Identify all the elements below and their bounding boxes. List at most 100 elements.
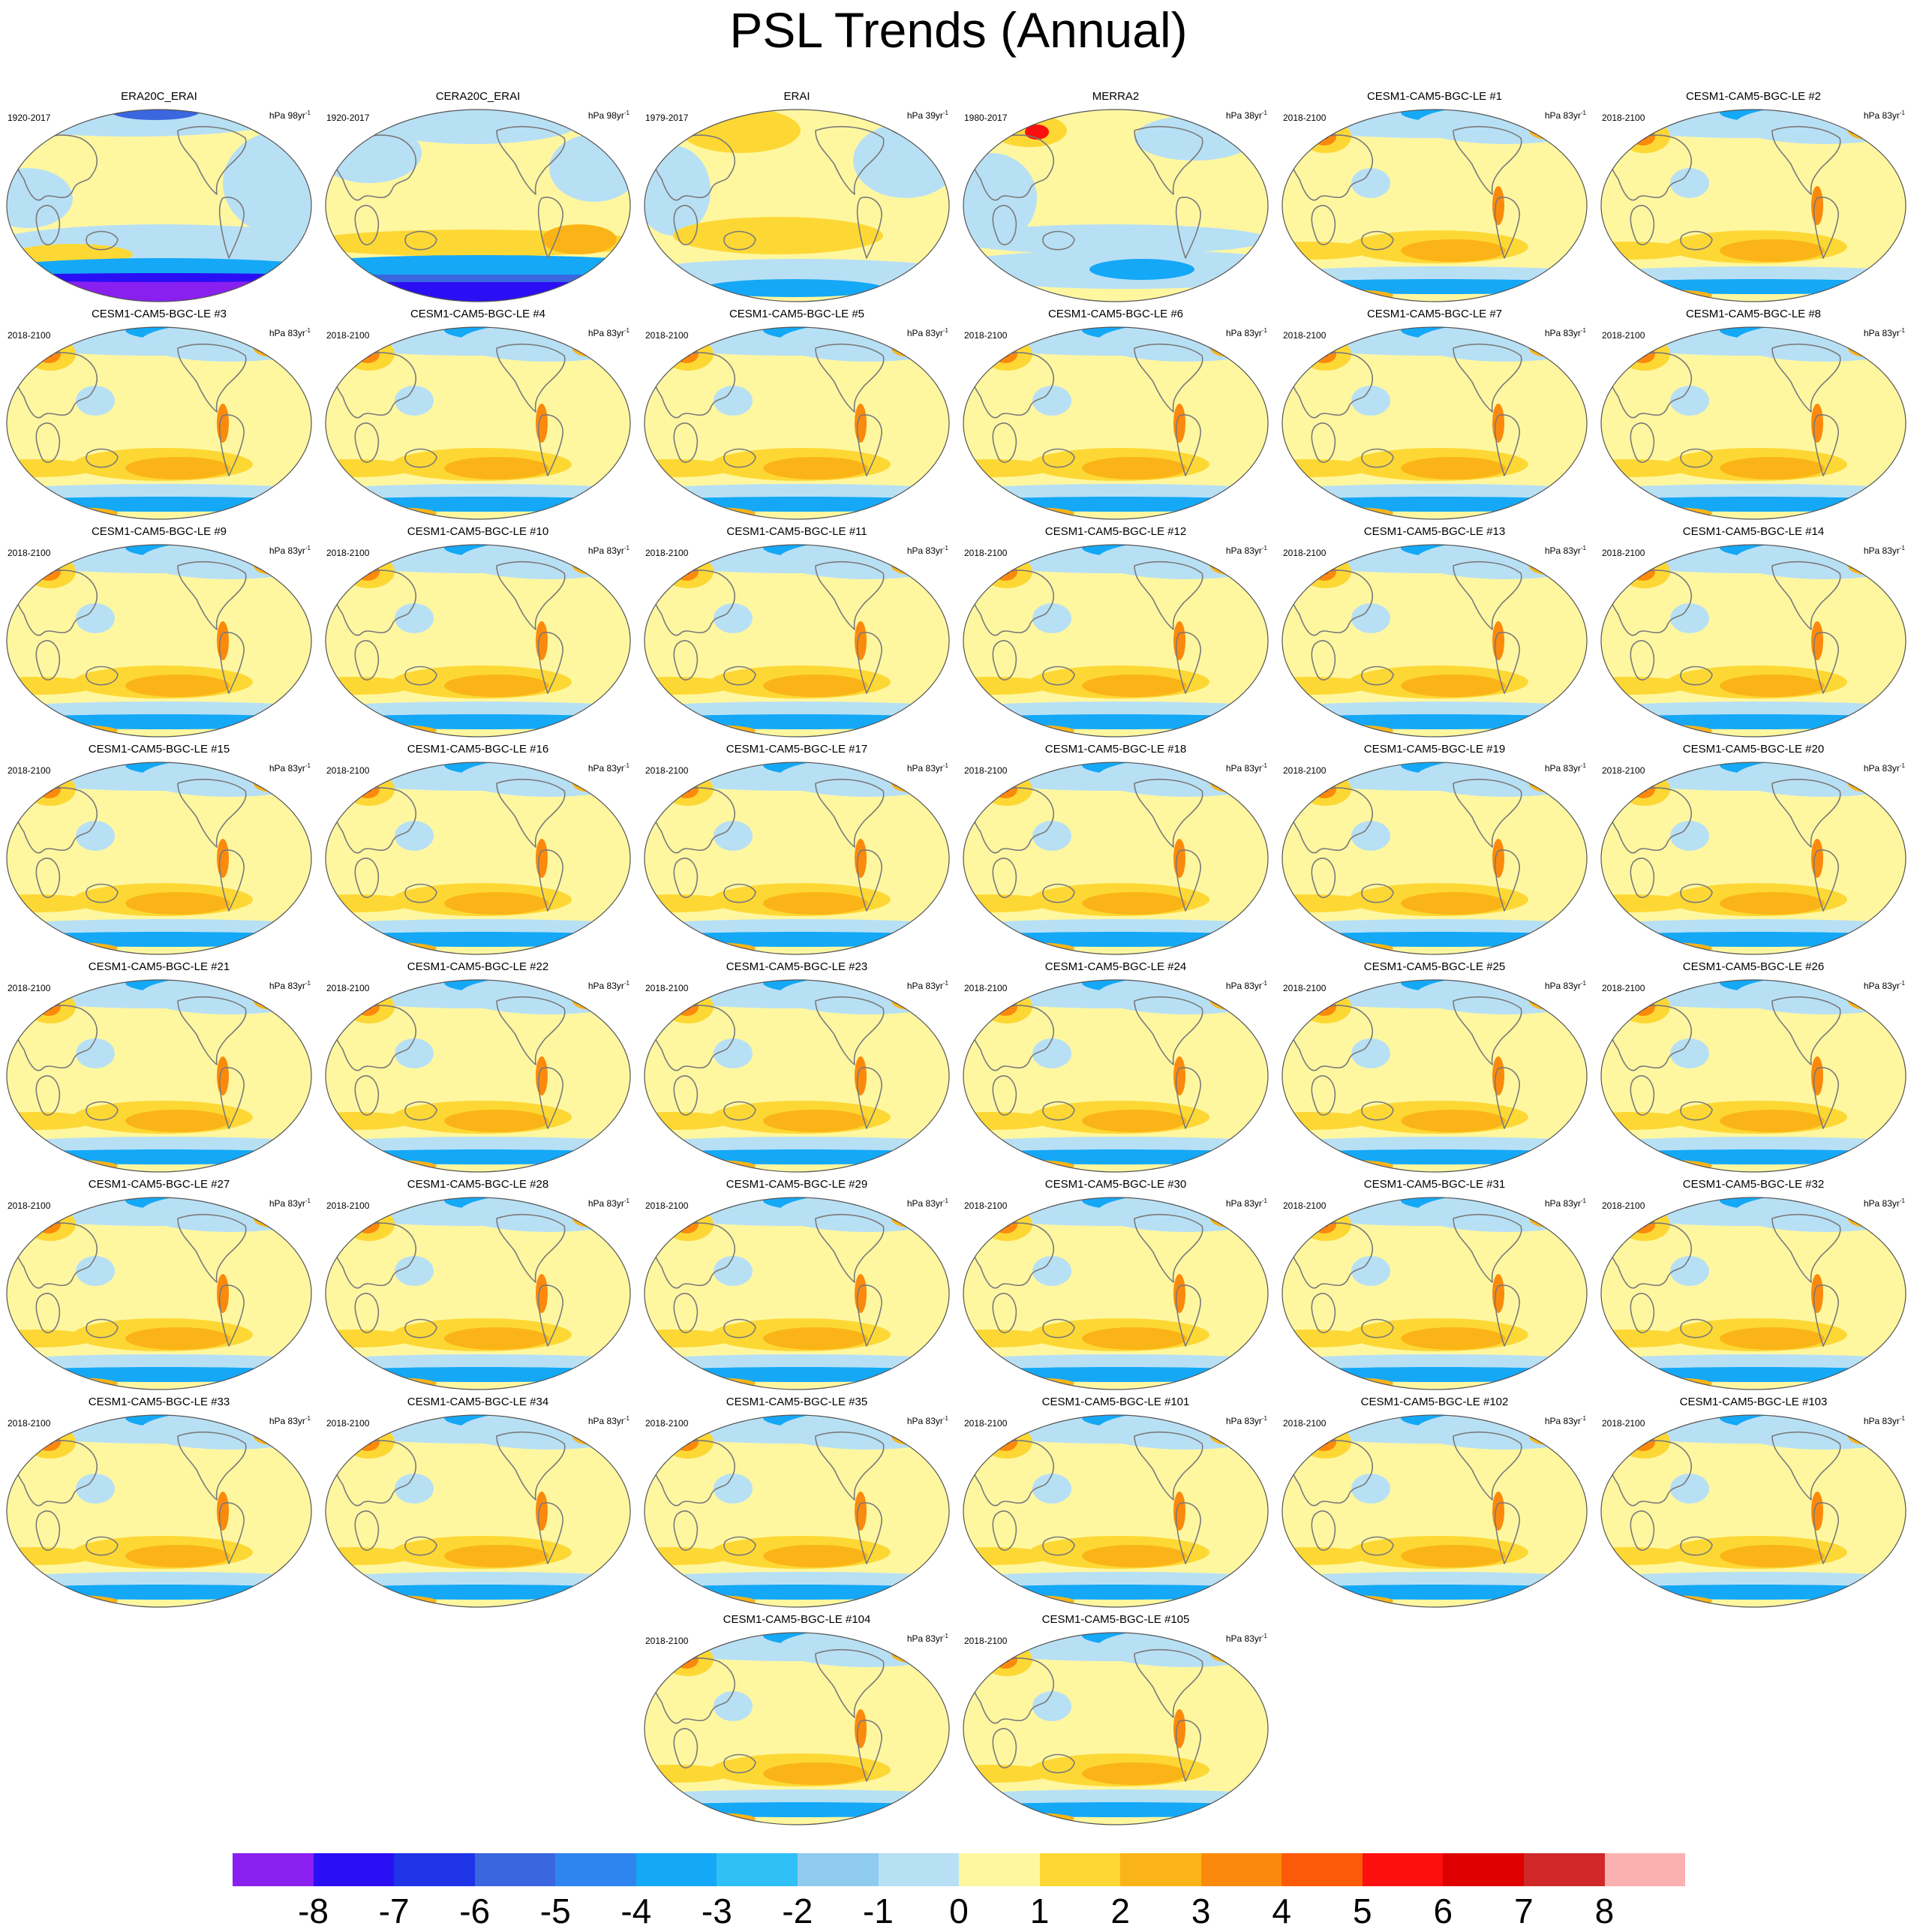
panel-units-exponent: -1 xyxy=(942,1633,948,1639)
indian-high xyxy=(326,1112,414,1130)
south-pacific-high-core xyxy=(444,892,549,915)
map-field xyxy=(326,1415,630,1607)
map-outline xyxy=(1282,762,1588,955)
panel-units-exponent: -1 xyxy=(1899,545,1905,551)
map-panel: CESM1-CAM5-BGC-LE #10 2018-2100 hPa 83yr-1 xyxy=(319,525,637,743)
coast-africa xyxy=(673,205,699,245)
panel-title: CESM1-CAM5-BGC-LE #4 xyxy=(410,308,546,320)
asia-high-core xyxy=(993,998,1017,1016)
panel-period: 2018-2100 xyxy=(326,330,370,341)
panel-period: 2018-2100 xyxy=(1283,765,1327,776)
panel-units: hPa 83yr-1 xyxy=(269,327,311,338)
trend-map xyxy=(6,109,312,302)
coast-south-america xyxy=(1494,1067,1520,1129)
asia-high xyxy=(1300,338,1351,371)
panel-period: 2018-2100 xyxy=(1602,1418,1645,1429)
map-outline xyxy=(644,1632,950,1825)
coast-south-america xyxy=(1175,414,1201,476)
coast-africa xyxy=(673,1728,699,1768)
panel-period: 2018-2100 xyxy=(1283,548,1327,558)
panel-units: hPa 83yr-1 xyxy=(907,545,948,556)
asia-high-core xyxy=(356,1433,380,1451)
coast-north-america xyxy=(177,1214,247,1283)
coast-africa xyxy=(354,1293,380,1333)
panel-title: CERA20C_ERAI xyxy=(435,90,521,103)
antarctic-low xyxy=(326,932,630,947)
map-panel: CESM1-CAM5-BGC-LE #33 2018-2100 hPa 83yr-1 xyxy=(0,1396,318,1613)
atlantic-low xyxy=(223,131,311,236)
coast-north-america xyxy=(815,344,885,413)
panel-units: hPa 83yr-1 xyxy=(1864,762,1905,774)
panel-units-text: hPa 83yr xyxy=(1544,545,1581,556)
coast-south-america xyxy=(1813,1502,1839,1564)
indian-high xyxy=(963,1330,1052,1348)
coast-australia xyxy=(1680,666,1713,686)
coast-africa xyxy=(673,1293,699,1333)
south-pacific-high-core xyxy=(125,1545,230,1567)
trend-map xyxy=(644,544,950,738)
panel-units-text: hPa 98yr xyxy=(269,110,305,121)
panel-title: CESM1-CAM5-BGC-LE #1 xyxy=(1366,90,1503,103)
map-outline xyxy=(325,109,631,302)
map-panel: CESM1-CAM5-BGC-LE #14 2018-2100 hPa 83yr-1 xyxy=(1594,525,1912,743)
coast-australia xyxy=(1361,230,1394,251)
panel-period: 2018-2100 xyxy=(964,1636,1008,1646)
map-panel: CESM1-CAM5-BGC-LE #7 2018-2100 hPa 83yr-1 xyxy=(1275,308,1594,525)
coast-eurasia xyxy=(972,352,1055,419)
trend-map xyxy=(1282,979,1588,1173)
map-panel: CESM1-CAM5-BGC-LE #1 2018-2100 hPa 83yr-1 xyxy=(1275,90,1594,308)
asia-high xyxy=(981,1426,1032,1459)
colorbar-box xyxy=(313,1853,395,1886)
coast-eurasia xyxy=(972,569,1055,636)
maritime-low xyxy=(714,1038,753,1068)
antarctic-low xyxy=(7,932,311,947)
antarctic-low xyxy=(1282,497,1587,512)
asia-high-core xyxy=(37,1215,61,1233)
panel-units: hPa 83yr-1 xyxy=(907,1633,948,1644)
antarctic-low xyxy=(963,1585,1268,1600)
trend-map xyxy=(963,762,1269,955)
coast-south-america xyxy=(1813,197,1839,259)
indian-high xyxy=(645,1765,733,1783)
south-pacific-high-core xyxy=(125,1327,230,1350)
asia-high-max xyxy=(1318,1002,1329,1010)
antarctic-low xyxy=(1282,714,1587,729)
south-pacific-high-core xyxy=(444,457,549,479)
coast-africa xyxy=(992,422,1017,463)
panel-period: 2018-2100 xyxy=(1602,765,1645,776)
asia-high xyxy=(1300,555,1351,588)
north-atlantic-high xyxy=(253,1206,290,1227)
coast-australia xyxy=(1042,666,1075,686)
asia-high-max xyxy=(1637,567,1648,575)
map-outline xyxy=(325,1414,631,1608)
panel-units-text: hPa 83yr xyxy=(906,1633,943,1644)
map-field xyxy=(645,1197,949,1390)
trend-map xyxy=(644,1632,950,1825)
coast-north-america xyxy=(1134,1214,1203,1283)
indian-high xyxy=(1282,677,1371,695)
south-pacific-high-core xyxy=(1401,1327,1506,1350)
trend-map xyxy=(1600,1197,1906,1390)
coast-africa xyxy=(673,640,699,681)
panel-units-exponent: -1 xyxy=(1899,1197,1905,1204)
panel-period: 2018-2100 xyxy=(1602,113,1645,123)
panel-units-text: hPa 83yr xyxy=(587,1198,624,1209)
coast-north-america xyxy=(815,126,885,195)
north-atlantic-high xyxy=(1528,1424,1566,1445)
coast-south-america xyxy=(1175,197,1201,259)
panel-units-exponent: -1 xyxy=(623,980,629,987)
coast-south-america xyxy=(537,197,563,259)
map-outline xyxy=(1600,1197,1906,1390)
asia-high-max xyxy=(1637,785,1648,792)
colorbar-box xyxy=(233,1853,314,1886)
map-outline xyxy=(1282,1197,1588,1390)
andes-high xyxy=(536,621,548,660)
coast-south-america xyxy=(537,1502,563,1564)
map-outline xyxy=(6,326,312,520)
south-pacific-high-core xyxy=(1720,457,1825,479)
coast-australia xyxy=(1361,883,1394,903)
coast-africa xyxy=(1630,205,1655,245)
coast-south-america xyxy=(537,632,563,694)
antarctic-low xyxy=(1282,932,1587,947)
coast-eurasia xyxy=(972,1222,1055,1289)
